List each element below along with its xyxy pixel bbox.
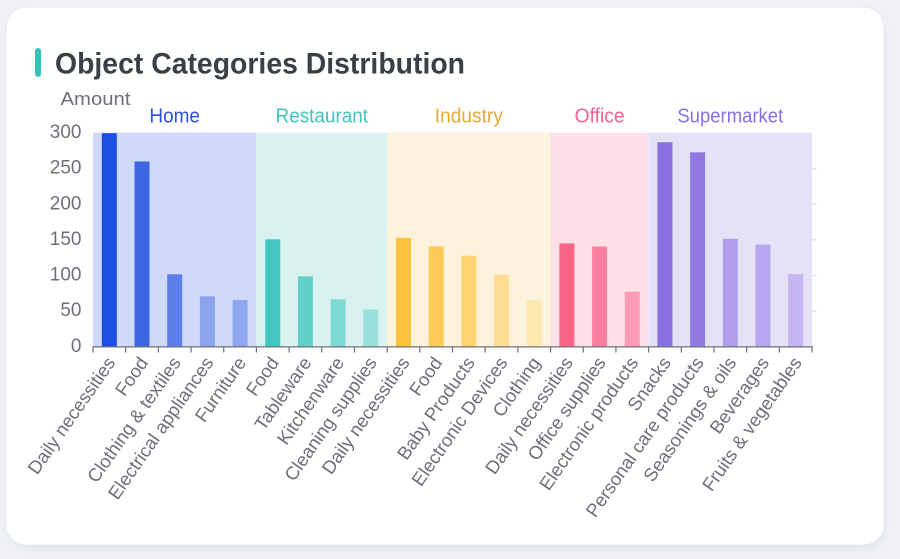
svg-text:Amount: Amount	[61, 88, 131, 109]
svg-text:0: 0	[71, 336, 82, 357]
svg-text:Restaurant: Restaurant	[276, 106, 369, 128]
svg-text:Industry: Industry	[435, 106, 503, 128]
svg-text:Office: Office	[575, 106, 625, 128]
svg-text:50: 50	[60, 300, 81, 321]
svg-text:Home: Home	[149, 106, 200, 128]
svg-text:250: 250	[50, 158, 82, 179]
svg-text:300: 300	[50, 122, 82, 143]
svg-text:150: 150	[50, 229, 82, 250]
svg-text:100: 100	[50, 265, 82, 286]
svg-text:200: 200	[50, 193, 82, 214]
svg-text:Supermarket: Supermarket	[677, 106, 783, 128]
svg-text:Object Categories Distribution: Object Categories Distribution	[55, 48, 465, 81]
